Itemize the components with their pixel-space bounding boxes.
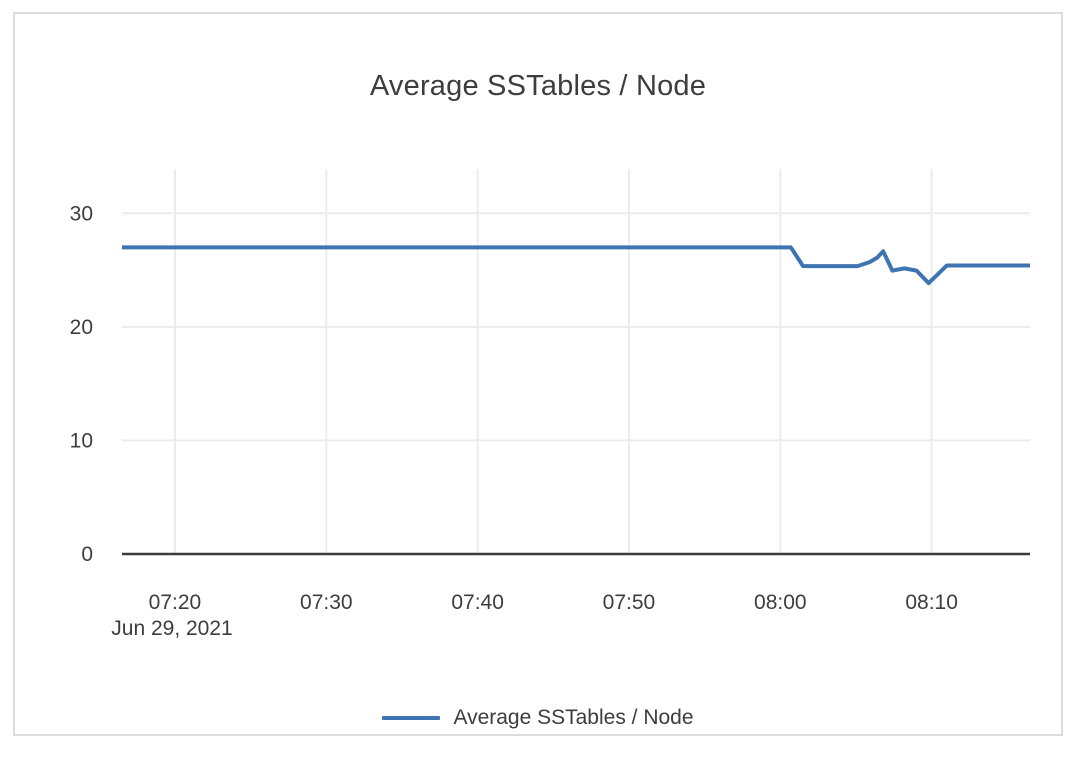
chart-title: Average SSTables / Node (369, 70, 707, 102)
line-chart-plot: 07:20 07:30 07:40 07:50 08:00 08:10 0 10 20 30 (70, 169, 1030, 614)
y-tick-label: 10 (70, 429, 93, 452)
chart-card: Average SSTables / Node 07:20 07:30 07:40 0… (13, 12, 1063, 736)
x-tick-label: 08:00 (754, 591, 807, 614)
x-axis-date-label: Jun 29, 2021 (111, 617, 233, 640)
x-tick-label: 08:10 (905, 591, 958, 614)
y-tick-label: 0 (81, 543, 93, 566)
y-tick-label: 30 (70, 202, 93, 225)
x-tick-label: 07:50 (603, 591, 656, 614)
legend-series-label[interactable]: Average SSTables / Node (453, 706, 694, 729)
x-tick-label: 07:20 (149, 591, 202, 614)
x-tick-label: 07:40 (451, 591, 504, 614)
series-line (122, 245, 1030, 286)
x-tick-label: 07:30 (300, 591, 353, 614)
legend-line-swatch-icon[interactable] (382, 716, 441, 720)
y-tick-label: 20 (70, 316, 93, 339)
chart-legend: Average SSTables / Node (15, 706, 1061, 730)
